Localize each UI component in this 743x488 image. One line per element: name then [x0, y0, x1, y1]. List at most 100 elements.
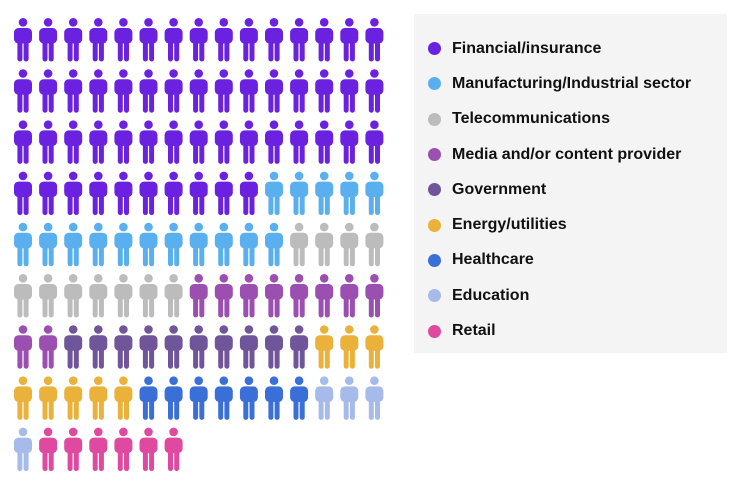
- legend-label-retail: Retail: [452, 322, 496, 340]
- person-icon: [340, 18, 359, 62]
- person-icon: [89, 325, 108, 369]
- legend-label-government: Government: [452, 180, 547, 198]
- person-icon: [315, 274, 334, 318]
- person-icon: [214, 69, 233, 113]
- person-icon: [315, 171, 334, 216]
- person-icon: [214, 376, 233, 420]
- person-icon: [64, 274, 83, 318]
- person-icon: [64, 325, 83, 369]
- legend-swatch-education: [428, 289, 441, 303]
- legend-label-manufacturing: Manufacturing/Industrial sector: [452, 74, 692, 92]
- person-icon: [340, 325, 359, 369]
- person-icon: [39, 69, 58, 113]
- person-icon: [290, 222, 309, 267]
- person-icon: [189, 274, 208, 318]
- person-icon: [164, 69, 183, 113]
- legend-label-energy: Energy/utilities: [452, 216, 567, 234]
- person-icon: [290, 376, 309, 420]
- person-icon: [89, 171, 108, 216]
- person-icon: [189, 18, 208, 62]
- person-icon: [340, 222, 359, 267]
- person-icon: [64, 18, 83, 62]
- legend: Financial/insurance Manufacturing/Indust…: [414, 14, 727, 353]
- person-icon: [39, 274, 58, 318]
- legend-item-financial: Financial/insurance: [414, 31, 727, 66]
- person-icon: [239, 120, 258, 164]
- legend-item-energy: Energy/utilities: [414, 207, 727, 242]
- legend-item-healthcare: Healthcare: [414, 243, 727, 278]
- person-icon: [315, 325, 334, 369]
- person-icon: [365, 222, 384, 267]
- person-icon: [239, 171, 258, 216]
- person-icon: [114, 222, 133, 267]
- person-icon: [315, 18, 334, 62]
- person-icon: [214, 120, 233, 164]
- legend-swatch-telecommunications: [428, 112, 441, 126]
- person-icon: [114, 274, 133, 318]
- person-icon: [114, 325, 133, 369]
- person-icon: [315, 69, 334, 113]
- legend-item-retail: Retail: [414, 313, 727, 348]
- person-icon: [265, 376, 283, 420]
- person-icon: [114, 18, 133, 62]
- person-icon: [14, 120, 32, 164]
- person-icon: [265, 325, 283, 369]
- person-icon: [239, 325, 258, 369]
- person-icon: [214, 325, 233, 369]
- person-icon: [164, 120, 183, 164]
- legend-swatch-government: [428, 183, 441, 197]
- person-icon: [265, 69, 283, 113]
- legend-swatch-retail: [428, 324, 441, 338]
- person-icon: [114, 427, 133, 472]
- person-icon: [239, 18, 258, 62]
- person-icon: [365, 69, 384, 113]
- person-icon: [64, 427, 83, 472]
- person-icon: [365, 325, 384, 369]
- person-icon: [164, 171, 183, 216]
- person-icon: [14, 376, 32, 420]
- person-icon: [39, 18, 58, 62]
- person-icon: [214, 171, 233, 216]
- person-icon: [164, 427, 183, 472]
- person-icon: [340, 171, 359, 216]
- person-icon: [189, 222, 208, 267]
- person-icon: [239, 222, 258, 267]
- person-icon: [265, 222, 283, 267]
- person-icon: [340, 120, 359, 164]
- legend-label-financial: Financial/insurance: [452, 39, 602, 57]
- person-icon: [189, 171, 208, 216]
- person-icon: [365, 18, 384, 62]
- legend-label-media: Media and/or content provider: [452, 145, 682, 163]
- person-icon: [139, 325, 158, 369]
- person-icon: [315, 376, 334, 420]
- person-icon: [365, 376, 384, 420]
- person-icon: [164, 222, 183, 267]
- person-icon: [290, 18, 309, 62]
- person-icon: [89, 427, 108, 472]
- person-icon: [64, 222, 83, 267]
- person-icon: [189, 325, 208, 369]
- person-icon: [365, 120, 384, 164]
- legend-swatch-media: [428, 148, 441, 162]
- person-icon: [139, 120, 158, 164]
- legend-label-healthcare: Healthcare: [452, 251, 534, 269]
- person-icon: [164, 325, 183, 369]
- person-icon: [89, 69, 108, 113]
- person-icon: [139, 171, 158, 216]
- person-icon: [39, 120, 58, 164]
- person-icon: [139, 18, 158, 62]
- person-icon: [365, 274, 384, 318]
- person-icon: [14, 325, 32, 369]
- person-icon: [290, 325, 309, 369]
- person-icon: [164, 18, 183, 62]
- person-icon: [214, 222, 233, 267]
- person-icon: [290, 274, 309, 318]
- person-icon: [214, 274, 233, 318]
- person-icon: [14, 171, 32, 216]
- person-icon: [139, 222, 158, 267]
- person-icon: [14, 69, 32, 113]
- person-icon: [39, 427, 58, 472]
- person-icon: [114, 120, 133, 164]
- person-icon: [64, 376, 83, 420]
- person-icon: [64, 120, 83, 164]
